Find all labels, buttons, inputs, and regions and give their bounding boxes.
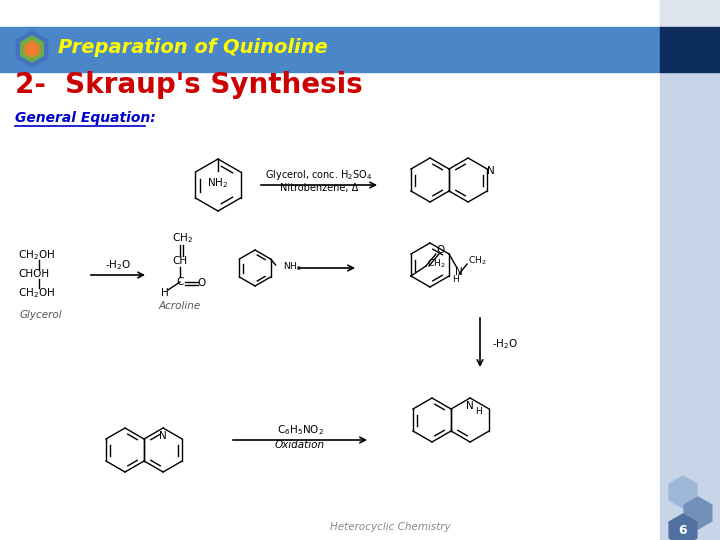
Text: CHOH: CHOH xyxy=(18,269,49,279)
Text: Glycerol, conc. H$_2$SO$_4$: Glycerol, conc. H$_2$SO$_4$ xyxy=(266,168,373,182)
Text: CH$_2$OH: CH$_2$OH xyxy=(18,286,55,300)
Bar xyxy=(660,0,720,540)
Bar xyxy=(660,0,720,27)
Text: Glycerol: Glycerol xyxy=(20,310,63,320)
Text: H: H xyxy=(161,288,169,298)
Text: CH$_2$: CH$_2$ xyxy=(427,258,445,270)
Text: NH$_2$: NH$_2$ xyxy=(207,176,228,190)
Text: N: N xyxy=(487,166,495,176)
Text: O: O xyxy=(198,278,206,288)
Text: CH$_2$: CH$_2$ xyxy=(468,255,486,267)
Text: O: O xyxy=(437,245,445,255)
Polygon shape xyxy=(669,514,697,540)
Text: NH$_2$: NH$_2$ xyxy=(282,261,301,273)
Polygon shape xyxy=(684,497,712,529)
Text: H: H xyxy=(474,408,482,416)
Text: CH$_2$: CH$_2$ xyxy=(171,231,192,245)
Polygon shape xyxy=(17,31,48,67)
Text: Preparation of Quinoline: Preparation of Quinoline xyxy=(58,38,328,57)
Text: CH$_2$OH: CH$_2$OH xyxy=(18,248,55,262)
Text: Nitrobenzene, Δ: Nitrobenzene, Δ xyxy=(280,183,358,193)
Text: N: N xyxy=(159,431,167,441)
Bar xyxy=(660,27,720,72)
Text: General Equation:: General Equation: xyxy=(15,111,156,125)
Text: CH: CH xyxy=(172,256,188,266)
Bar xyxy=(0,27,660,72)
Text: C$_6$H$_5$NO$_2$: C$_6$H$_5$NO$_2$ xyxy=(276,423,323,437)
Text: 2-  Skraup's Synthesis: 2- Skraup's Synthesis xyxy=(15,71,363,99)
Text: H: H xyxy=(451,274,459,284)
Text: C: C xyxy=(176,277,184,287)
Text: Heterocyclic Chemistry: Heterocyclic Chemistry xyxy=(330,522,451,532)
Text: Acroline: Acroline xyxy=(159,301,201,311)
Text: N: N xyxy=(467,401,474,411)
Text: -H$_2$O: -H$_2$O xyxy=(492,337,518,351)
Polygon shape xyxy=(669,476,697,508)
Text: N: N xyxy=(455,267,463,277)
Polygon shape xyxy=(21,36,43,62)
Polygon shape xyxy=(25,41,39,57)
Text: Oxidation: Oxidation xyxy=(275,440,325,450)
Text: -H$_2$O: -H$_2$O xyxy=(105,258,131,272)
Text: 6: 6 xyxy=(679,523,688,537)
